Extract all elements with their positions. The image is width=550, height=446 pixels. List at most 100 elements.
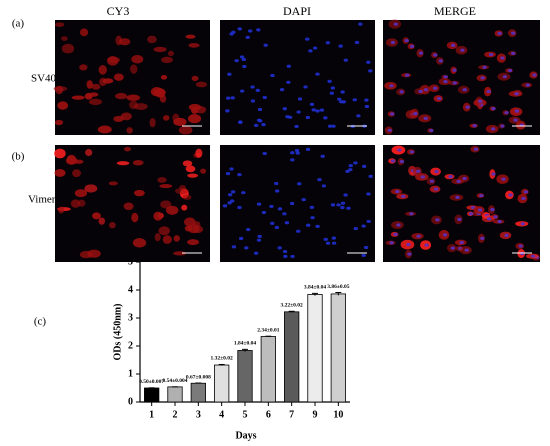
- nucleus: [363, 245, 369, 250]
- nucleus: [500, 124, 505, 128]
- nucleus: [418, 89, 423, 94]
- cell: [115, 92, 128, 100]
- nucleus: [305, 223, 311, 227]
- nucleus: [231, 245, 237, 249]
- nucleus: [303, 85, 308, 89]
- nucleus: [250, 99, 256, 103]
- nucleus: [277, 246, 282, 250]
- nucleus: [225, 172, 231, 176]
- cell: [131, 54, 144, 64]
- cell: [58, 206, 65, 214]
- nucleus: [429, 128, 434, 133]
- x-tick-label: 1: [149, 409, 154, 420]
- cell: [79, 64, 88, 71]
- value-label: 1.32±0.02: [211, 356, 234, 362]
- nucleus: [491, 127, 496, 131]
- y-tick-label: 5: [128, 256, 133, 267]
- cell: [116, 161, 130, 166]
- y-tick-label: 1: [128, 368, 133, 379]
- nucleus: [457, 217, 462, 221]
- nucleus: [270, 221, 275, 225]
- nucleus: [325, 241, 331, 245]
- nucleus: [497, 31, 502, 36]
- value-label: 3.84±0.04: [304, 285, 327, 291]
- nucleus: [230, 96, 235, 100]
- nucleus: [338, 44, 343, 48]
- nucleus: [468, 212, 474, 216]
- cell: [84, 92, 93, 100]
- nucleus: [473, 147, 479, 151]
- cell: [161, 56, 173, 64]
- cell: [70, 199, 81, 208]
- nucleus: [241, 191, 246, 195]
- cell: [150, 87, 163, 97]
- nucleus: [285, 115, 290, 119]
- cell: [179, 185, 187, 191]
- nucleus: [330, 86, 336, 90]
- nucleus: [353, 226, 358, 231]
- nucleus: [258, 119, 263, 123]
- nucleus: [310, 216, 315, 220]
- nucleus: [387, 128, 392, 132]
- nucleus: [368, 69, 373, 73]
- cell: [149, 117, 156, 128]
- nucleus: [311, 108, 316, 112]
- nucleus: [393, 232, 398, 237]
- nucleus: [296, 110, 301, 114]
- nucleus: [491, 107, 496, 111]
- nucleus: [462, 176, 467, 181]
- y-tick-label: 3: [128, 312, 133, 323]
- nucleus: [396, 223, 401, 227]
- cell: [99, 77, 107, 87]
- nucleus: [237, 27, 242, 31]
- cell: [61, 43, 75, 54]
- nucleus: [330, 203, 336, 207]
- nucleus: [452, 68, 457, 72]
- nucleus: [530, 254, 536, 258]
- nucleus: [319, 108, 325, 112]
- cell: [173, 235, 181, 242]
- nucleus: [366, 192, 371, 196]
- nucleus: [244, 246, 249, 250]
- nucleus: [482, 65, 487, 69]
- nucleus: [353, 161, 358, 165]
- nucleus: [315, 224, 320, 229]
- nucleus: [274, 225, 280, 230]
- nucleus: [238, 120, 243, 124]
- nucleus: [261, 123, 266, 127]
- bar: [330, 293, 346, 403]
- nucleus: [261, 210, 267, 215]
- nucleus: [336, 203, 341, 207]
- nucleus: [321, 184, 327, 188]
- nucleus: [404, 38, 409, 43]
- cell: [126, 127, 133, 134]
- nucleus: [282, 249, 288, 254]
- cell: [194, 105, 207, 114]
- nucleus: [450, 246, 455, 250]
- nucleus: [390, 159, 396, 163]
- value-label: 1.84±0.04: [234, 341, 257, 347]
- nucleus: [294, 124, 299, 129]
- cell: [88, 98, 103, 106]
- value-label: 0.67±0.008: [186, 374, 211, 380]
- nucleus: [327, 124, 333, 128]
- y-axis-title: ODs (450nm): [112, 304, 123, 361]
- nucleus: [435, 218, 440, 222]
- nucleus: [514, 109, 520, 113]
- cell: [182, 194, 192, 200]
- x-tick-label: 3: [196, 409, 201, 420]
- nucleus: [246, 227, 251, 232]
- nucleus: [257, 234, 262, 238]
- nucleus: [486, 217, 492, 221]
- nucleus: [290, 151, 295, 155]
- micrograph: [220, 145, 375, 262]
- nucleus: [433, 187, 439, 191]
- nucleus: [508, 193, 513, 197]
- nucleus: [294, 148, 300, 153]
- cell: [153, 46, 167, 53]
- nucleus: [348, 163, 353, 168]
- nucleus: [418, 51, 424, 55]
- nucleus: [390, 112, 395, 116]
- bar: [167, 386, 183, 403]
